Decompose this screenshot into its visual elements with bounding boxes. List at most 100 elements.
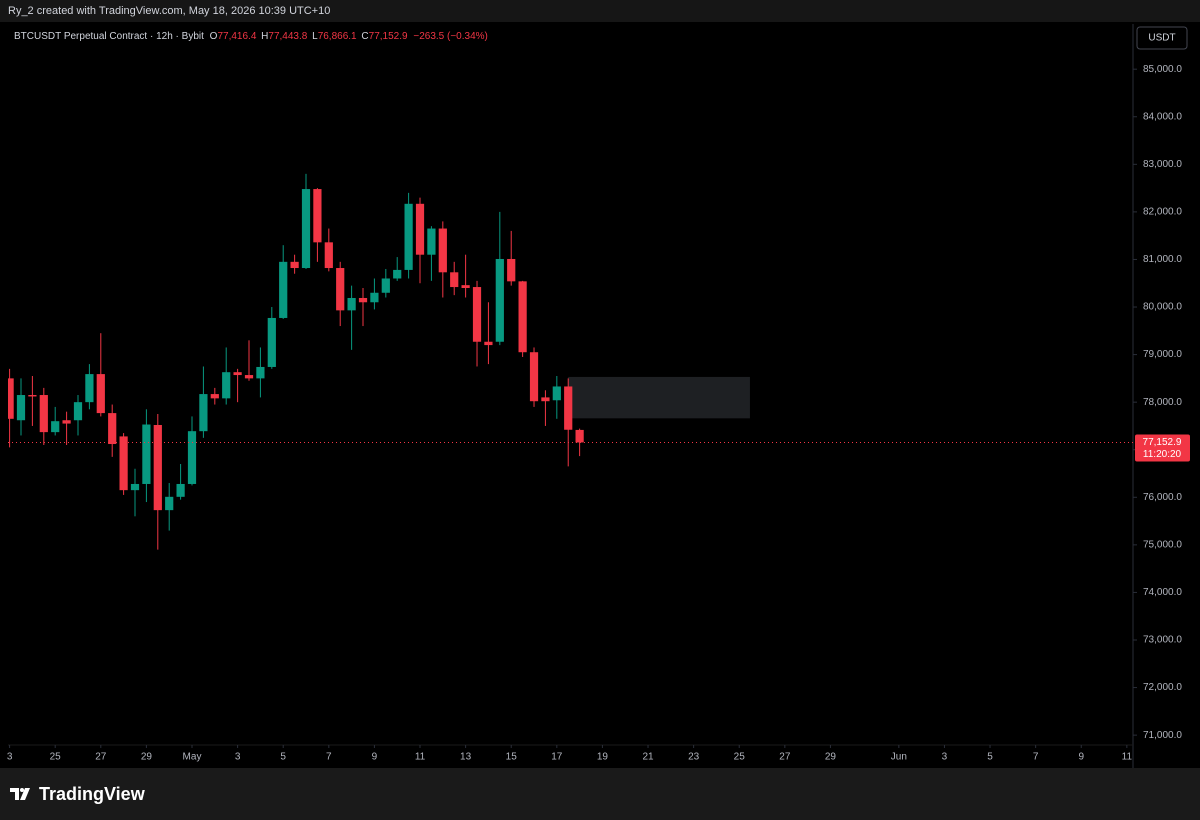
header-bar [0, 0, 1200, 22]
candle-body [62, 420, 71, 424]
candle-body [165, 496, 174, 511]
candle-body [461, 285, 470, 288]
candle-body [8, 378, 14, 419]
candle-body [495, 258, 504, 342]
candle-body [529, 352, 539, 402]
currency-button[interactable]: USDT [1136, 26, 1188, 50]
footer-bar [0, 768, 1200, 820]
legend: BTCUSDT Perpetual Contract · 12h · Bybit… [14, 31, 488, 42]
candle-body [541, 397, 550, 402]
candle-body [244, 375, 254, 379]
candle-body [96, 374, 105, 414]
candle-body [313, 189, 322, 243]
y-tick-label: 81,000.0 [1143, 254, 1182, 265]
header-title: Ry_2 created with TradingView.com, May 1… [8, 5, 330, 17]
candle-body [575, 429, 584, 443]
x-tick-label: 17 [551, 752, 563, 763]
x-tick-label: 9 [1078, 752, 1084, 763]
y-tick-label: 79,000.0 [1143, 349, 1182, 360]
x-tick-label: 11 [1122, 752, 1133, 763]
candle-body [472, 287, 482, 342]
ohlc-value: 76,866.1 [318, 31, 357, 42]
candle-body [16, 395, 26, 421]
candle-body [290, 261, 299, 269]
candle-body [393, 269, 402, 279]
x-tick-label: 9 [372, 752, 378, 763]
y-tick-label: 78,000.0 [1143, 397, 1182, 408]
candle-body [370, 292, 379, 303]
x-tick-label: 7 [326, 752, 332, 763]
y-tick-label: 72,000.0 [1143, 682, 1182, 693]
logo-icon[interactable] [10, 788, 30, 800]
ohlc-value: 77,416.4 [217, 31, 256, 42]
candle-body [404, 203, 413, 270]
ohlc-key: O [210, 31, 218, 42]
countdown: 11:20:20 [1143, 449, 1182, 460]
ohlc-key: L [312, 31, 318, 42]
candle-body [415, 203, 425, 255]
logo-text[interactable]: TradingView [39, 784, 146, 804]
candle-body [347, 297, 356, 311]
y-tick-label: 74,000.0 [1143, 587, 1182, 598]
x-tick-label: 27 [95, 752, 107, 763]
x-tick-label: 15 [506, 752, 518, 763]
ohlc-value: 77,152.9 [369, 31, 408, 42]
x-tick-label: 27 [779, 752, 791, 763]
x-tick-label: 21 [642, 752, 654, 763]
logo-dot[interactable] [20, 788, 24, 792]
x-tick-label: 19 [597, 752, 609, 763]
candle-body [324, 242, 333, 269]
ohlc-key: H [261, 31, 268, 42]
x-tick-label: 5 [987, 752, 993, 763]
x-tick-label: 7 [1033, 752, 1039, 763]
x-tick-label: 13 [460, 752, 472, 763]
x-tick-label: 29 [141, 752, 153, 763]
x-tick-label: 3 [7, 752, 13, 763]
x-tick-label: 25 [50, 752, 62, 763]
candle-body [199, 394, 208, 432]
logo[interactable]: TradingView [10, 784, 146, 804]
candle-body [450, 272, 459, 288]
candle-body [51, 421, 60, 433]
symbol: BTCUSDT Perpetual Contract · 12h · Bybit [14, 31, 204, 42]
candle-body [438, 228, 447, 273]
y-tick-label: 82,000.0 [1143, 207, 1182, 218]
y-tick-label: 83,000.0 [1143, 159, 1182, 170]
candle-body [153, 424, 162, 511]
button-frame[interactable] [1136, 26, 1188, 50]
y-tick-label: 80,000.0 [1143, 302, 1182, 313]
candle-body [187, 431, 197, 484]
last-price-tag [1135, 434, 1190, 462]
candle-body [256, 366, 265, 379]
y-tick-label: 73,000.0 [1143, 635, 1182, 646]
candle-body [39, 395, 48, 433]
candle-body [267, 317, 276, 367]
button-label[interactable]: USDT [1148, 33, 1175, 44]
candle-body [518, 281, 527, 353]
zone [568, 376, 750, 419]
x-tick-label: 25 [734, 752, 746, 763]
x-tick-label: May [183, 752, 202, 763]
candle-body [381, 278, 390, 293]
plot-area [8, 173, 1133, 550]
candle-body [301, 189, 311, 269]
candle-body [176, 483, 185, 497]
candle-body [108, 413, 117, 445]
x-tick-label: 3 [942, 752, 948, 763]
candle-body [85, 374, 94, 403]
candle-body [484, 341, 493, 346]
candle-body [130, 483, 140, 491]
y-tick-label: 84,000.0 [1143, 111, 1182, 122]
candle-body [564, 386, 573, 430]
candle-body [279, 261, 288, 318]
x-tick-label: 29 [825, 752, 837, 763]
candle-body [336, 268, 345, 311]
y-tick-label: 71,000.0 [1143, 730, 1182, 741]
candle-body [28, 395, 37, 397]
legend-text: BTCUSDT Perpetual Contract · 12h · Bybit… [14, 31, 488, 42]
candle-body [233, 372, 242, 376]
x-tick-label: 5 [280, 752, 286, 763]
x-tick-label: 23 [688, 752, 700, 763]
